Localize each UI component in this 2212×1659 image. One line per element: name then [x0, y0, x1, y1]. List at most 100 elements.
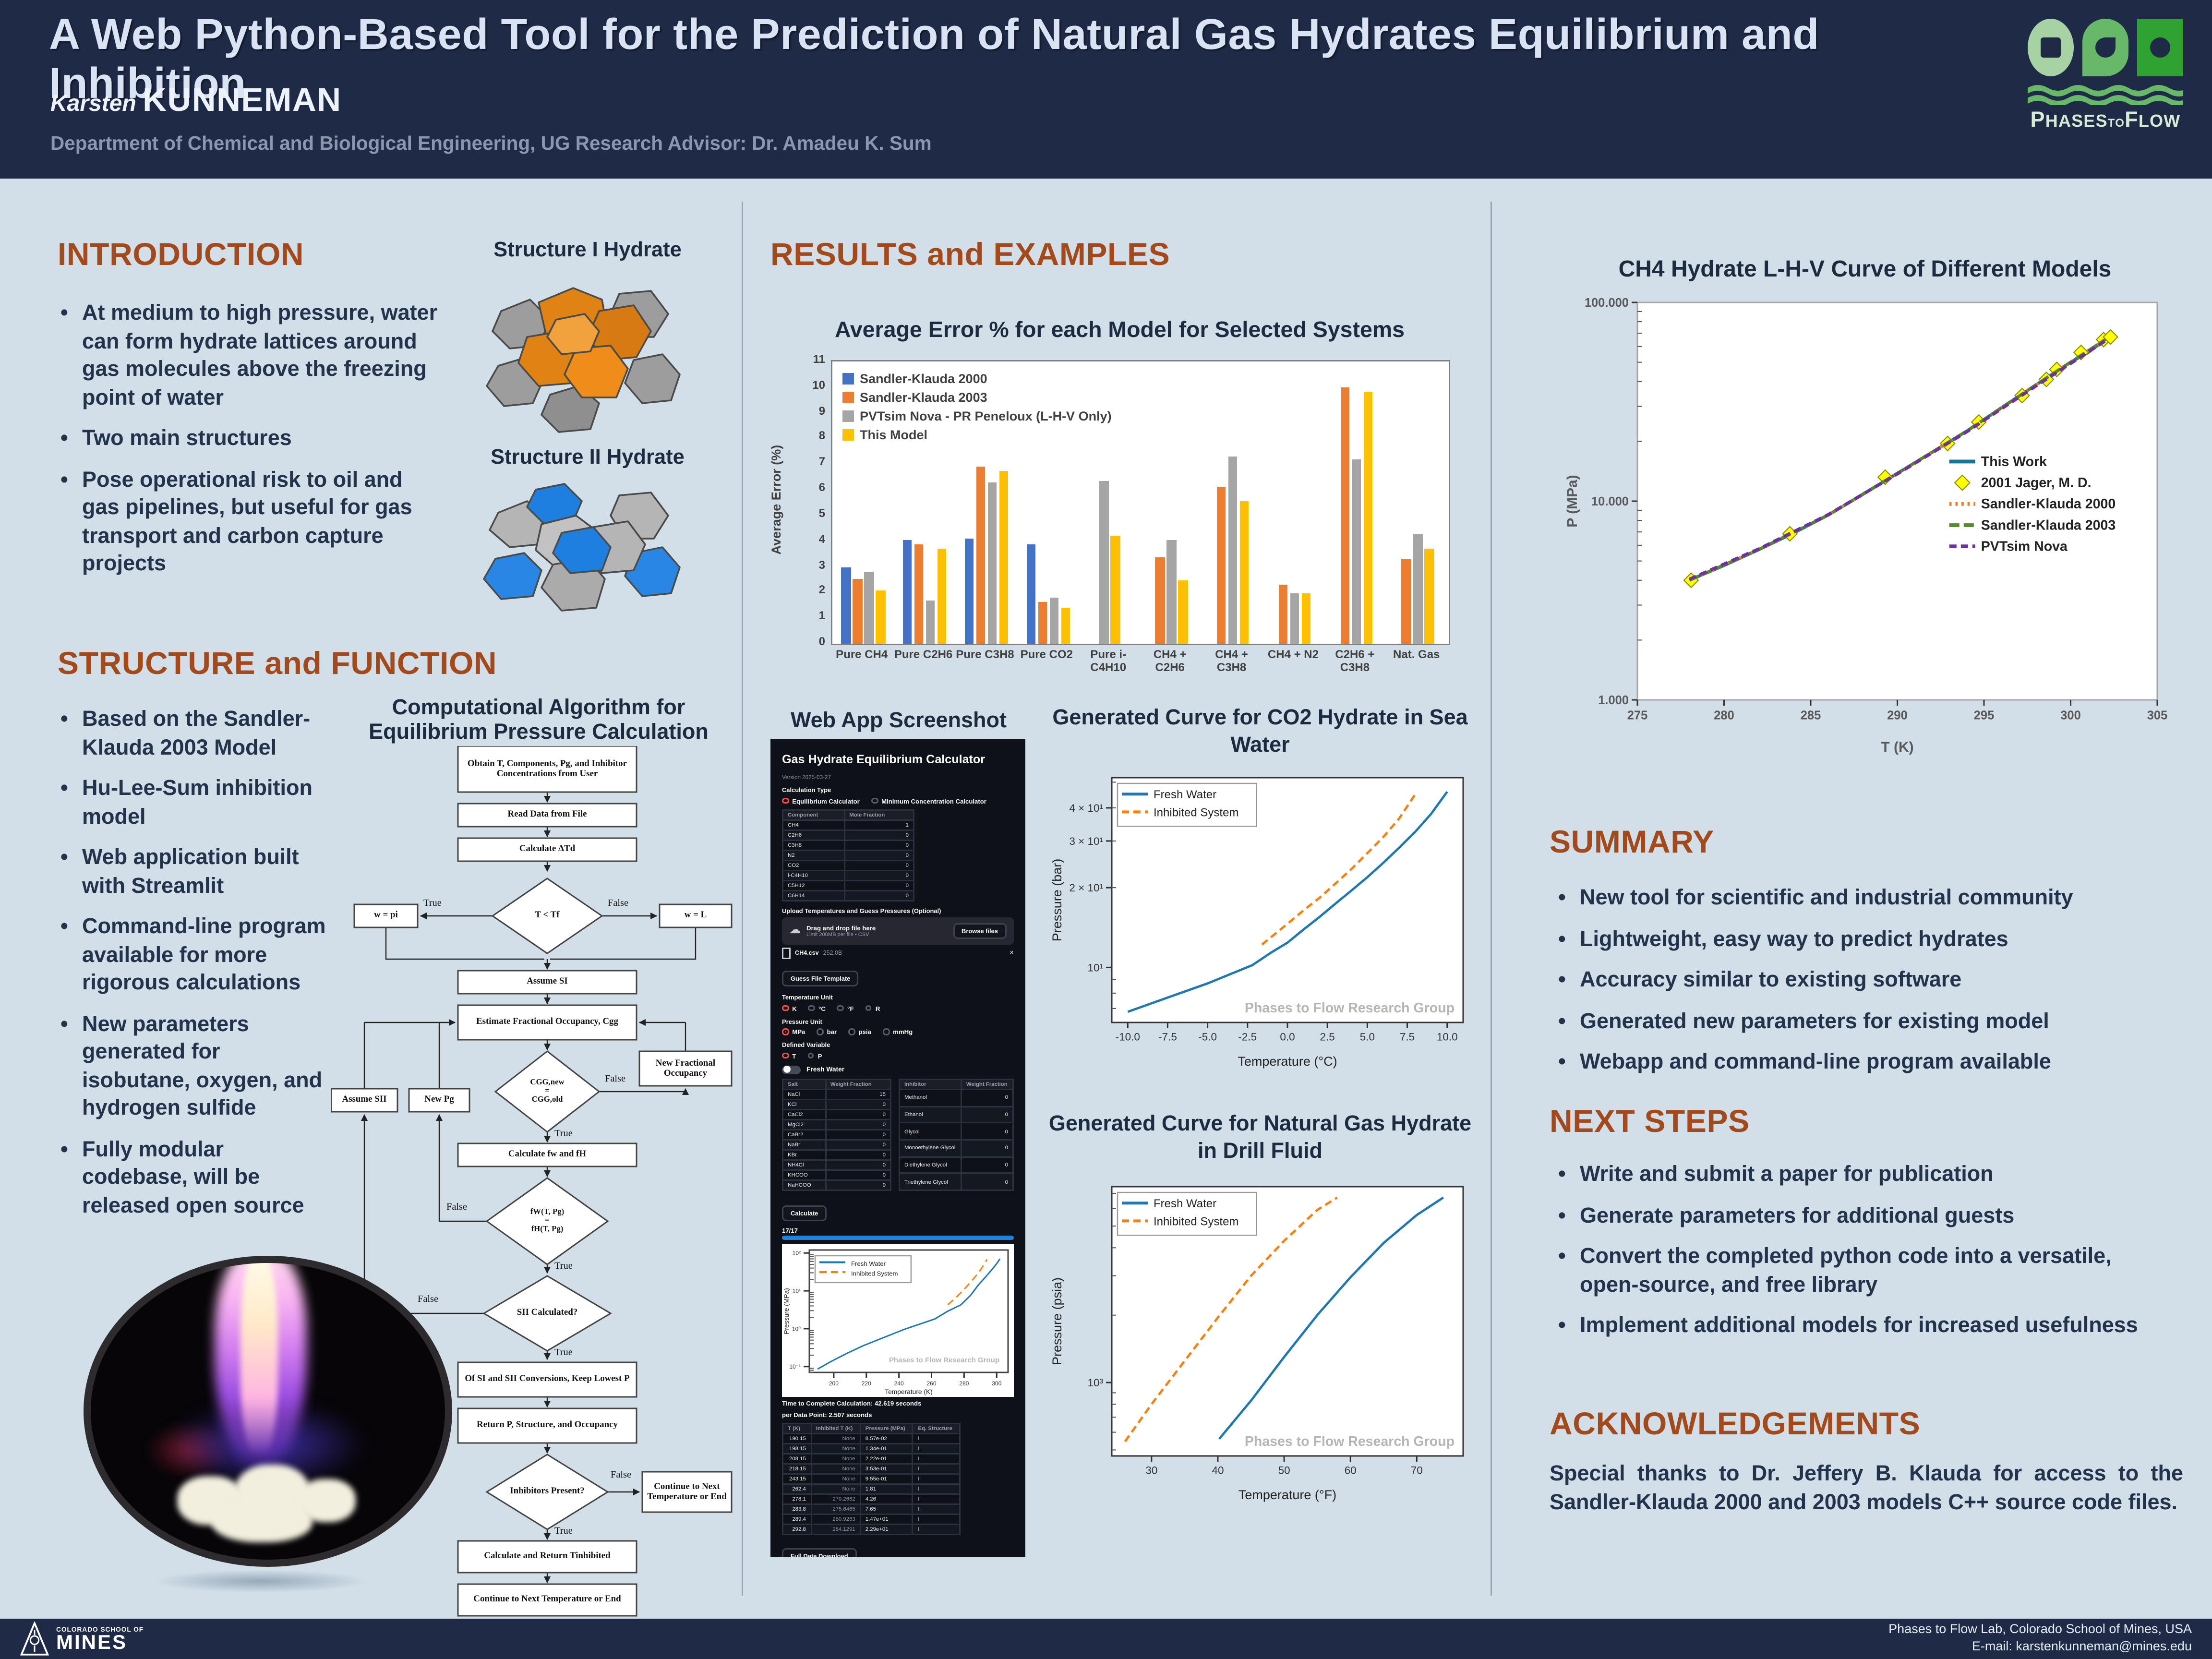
structure-function-bullet: Hu-Lee-Sum inhibition model: [58, 775, 334, 831]
remove-file-icon[interactable]: ×: [1010, 949, 1014, 958]
svg-text:240: 240: [894, 1380, 904, 1386]
inhibitor-row[interactable]: Methanol 0: [899, 1089, 1014, 1107]
full-data-download-button[interactable]: Full Data Download: [782, 1547, 857, 1557]
result-row: 243.15 None 9.55e-01 I: [782, 1472, 961, 1484]
pressure-unit-radio-group: MPa bar psia mmHg: [782, 1028, 1014, 1035]
bar-sandler-klauda-2003: [1037, 601, 1047, 644]
salt-row[interactable]: KBr 0: [782, 1149, 892, 1161]
radio-icon[interactable]: [782, 797, 789, 804]
salt-row[interactable]: NaHCOO 0: [782, 1179, 892, 1191]
salt-row[interactable]: CaCl2 0: [782, 1109, 892, 1120]
component-row[interactable]: C6H14 0: [782, 889, 915, 901]
radio-label: MPa: [792, 1028, 805, 1035]
svg-text:-5.0: -5.0: [1198, 1031, 1217, 1043]
upload-label: Upload Temperatures and Guess Pressures …: [782, 906, 941, 914]
intro-bullet: Pose operational risk to oil and gas pip…: [58, 466, 439, 578]
fresh-water-toggle[interactable]: [782, 1065, 801, 1074]
next-step-bullet: Write and submit a paper for publication: [1555, 1161, 2175, 1189]
webapp-screenshot: Gas Hydrate Equilibrium Calculator Versi…: [770, 739, 1025, 1557]
guess-file-template-button[interactable]: Guess File Template: [782, 971, 859, 986]
webapp-version: Version 2025-03-27: [782, 773, 831, 781]
file-size: 252.0B: [823, 949, 842, 957]
acknowledgements-heading: ACKNOWLEDGEMENTS: [1550, 1406, 1921, 1442]
radio-option[interactable]: P: [807, 1052, 822, 1059]
component-row[interactable]: CH4 1: [782, 818, 915, 830]
radio-option[interactable]: MPa: [782, 1028, 805, 1035]
summary-bullet: Webapp and command-line program availabl…: [1555, 1048, 2175, 1077]
radio-icon[interactable]: [882, 1028, 890, 1035]
radio-icon[interactable]: [782, 1005, 789, 1011]
browse-files-button[interactable]: Browse files: [953, 922, 1007, 938]
svg-text:P (MPa): P (MPa): [1564, 475, 1580, 527]
dropzone-title: Drag and drop file here: [806, 924, 876, 931]
svg-text:10⁻¹: 10⁻¹: [789, 1363, 801, 1370]
radio-option[interactable]: R: [865, 1005, 880, 1012]
component-row[interactable]: C5H12 0: [782, 879, 915, 891]
radio-icon[interactable]: [807, 1052, 815, 1059]
radio-option[interactable]: mmHg: [882, 1028, 913, 1035]
svg-text:Sandler-Klauda 2003: Sandler-Klauda 2003: [1981, 517, 2116, 533]
salt-row[interactable]: MgCl2 0: [782, 1119, 892, 1130]
component-row[interactable]: CO2 0: [782, 859, 915, 871]
radio-option[interactable]: Equilibrium Calculator: [782, 797, 860, 805]
radio-option[interactable]: Minimum Concentration Calculator: [871, 797, 986, 805]
calculate-button[interactable]: Calculate: [782, 1205, 827, 1221]
author-first-name: Karsten: [50, 92, 136, 117]
salt-row[interactable]: CaBr2 0: [782, 1129, 892, 1141]
svg-text:7.5: 7.5: [1400, 1031, 1415, 1043]
radio-icon[interactable]: [782, 1052, 789, 1059]
salt-row[interactable]: NH4Cl 0: [782, 1159, 892, 1171]
inhibitor-row[interactable]: Monoethylene Glycol 0: [899, 1139, 1014, 1157]
radio-icon[interactable]: [871, 797, 878, 804]
radio-icon[interactable]: [782, 1028, 789, 1035]
component-row[interactable]: C3H8 0: [782, 839, 915, 851]
component-row[interactable]: N2 0: [782, 849, 915, 861]
bar-this-model: [937, 549, 947, 644]
inhibitor-row[interactable]: Triethylene Glycol 0: [899, 1172, 1014, 1191]
salt-row[interactable]: KHCOO 0: [782, 1169, 892, 1181]
svg-text:Pressure (MPa): Pressure (MPa): [783, 1287, 790, 1334]
bar-pvtsim-nova-pr-peneloux-l-h-v-only-: [1413, 534, 1423, 644]
flow-label-true: True: [554, 1262, 573, 1272]
salt-row[interactable]: NaBr 0: [782, 1139, 892, 1151]
svg-text:-7.5: -7.5: [1158, 1031, 1177, 1043]
radio-option[interactable]: bar: [817, 1028, 837, 1035]
radio-label: bar: [827, 1028, 837, 1035]
bar-sandler-klauda-2003: [853, 579, 862, 644]
inhibitor-table: Inhibitor Weight Fraction Methanol 0 Ethan…: [899, 1079, 1014, 1191]
bar-this-model: [1301, 593, 1311, 644]
inhibitor-row[interactable]: Glycol 0: [899, 1122, 1014, 1141]
file-dropzone[interactable]: ☁ Drag and drop file here Limit 200MB pe…: [782, 916, 1014, 944]
component-row[interactable]: i-C4H10 0: [782, 869, 915, 881]
flow-node-new-fractional-occupancy: New Fractional Occupancy: [655, 1058, 716, 1079]
salt-row[interactable]: NaCl 15: [782, 1089, 892, 1100]
radio-option[interactable]: °F: [837, 1005, 854, 1012]
svg-text:305: 305: [2147, 709, 2168, 722]
bar-sandler-klauda-2003: [1216, 487, 1226, 644]
bar-this-model: [1178, 581, 1188, 644]
radio-icon[interactable]: [848, 1028, 855, 1035]
svg-text:260: 260: [926, 1380, 936, 1386]
radio-icon[interactable]: [808, 1005, 815, 1011]
co2-chart-title: Generated Curve for CO2 Hydrate in Sea W…: [1052, 706, 1468, 757]
flow-label-true: True: [554, 1129, 573, 1139]
radio-option[interactable]: T: [782, 1052, 796, 1059]
radio-option[interactable]: psia: [848, 1028, 871, 1035]
phases-to-flow-shapes-icon: [2028, 19, 2183, 76]
radio-icon[interactable]: [837, 1005, 844, 1011]
salt-row[interactable]: KCl 0: [782, 1099, 892, 1110]
radio-icon[interactable]: [865, 1005, 872, 1011]
svg-text:Temperature (K): Temperature (K): [885, 1388, 933, 1395]
component-row[interactable]: C2H6 0: [782, 829, 915, 841]
radio-icon[interactable]: [817, 1028, 824, 1035]
results-heading: RESULTS and EXAMPLES: [770, 236, 1170, 272]
inhibitor-row[interactable]: Diethylene Glycol 0: [899, 1155, 1014, 1174]
radio-option[interactable]: K: [782, 1005, 797, 1012]
svg-text:-2.5: -2.5: [1238, 1031, 1257, 1043]
author: Karsten KUNNEMAN: [50, 81, 342, 120]
progress-bar: [782, 1236, 1014, 1239]
inhibitor-row[interactable]: Ethanol 0: [899, 1106, 1014, 1124]
svg-text:10¹: 10¹: [1087, 962, 1103, 974]
radio-option[interactable]: °C: [808, 1005, 826, 1012]
flow-label-false: False: [608, 899, 629, 909]
